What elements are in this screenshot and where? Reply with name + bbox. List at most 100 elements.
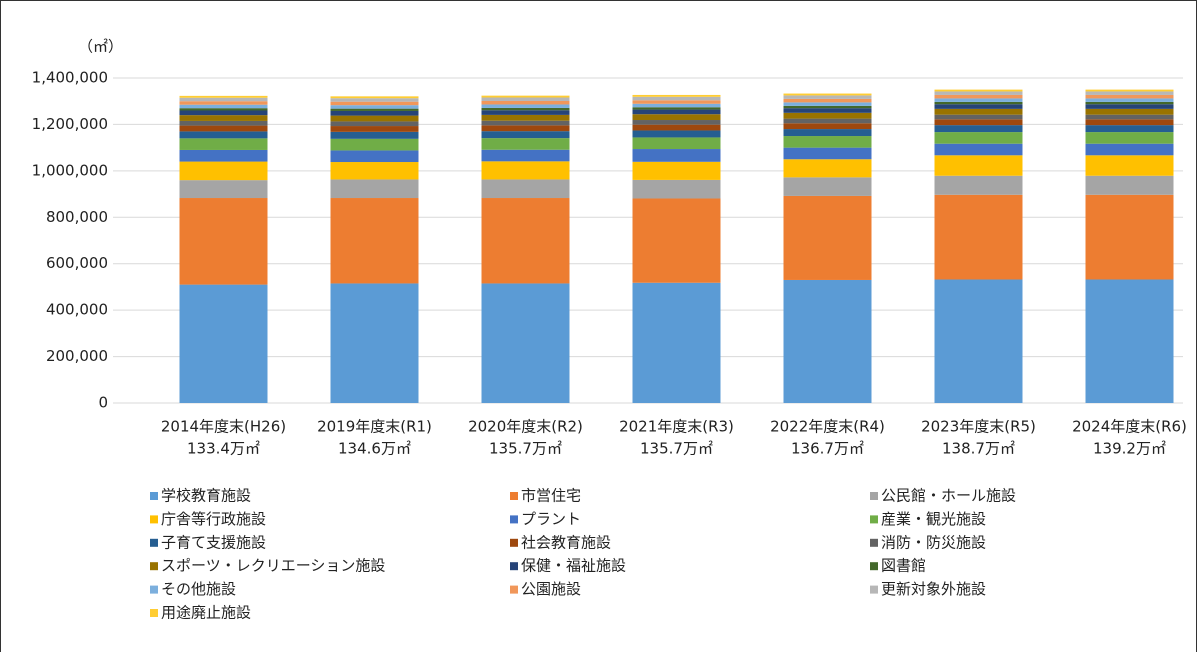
x-tick-label: 135.7万㎡	[640, 440, 713, 458]
bar-segment	[481, 114, 570, 121]
legend-swatch	[150, 585, 158, 594]
y-tick-label: 1,400,000	[32, 69, 108, 87]
legend-label: 保健・福祉施設	[521, 557, 626, 575]
legend-label: 産業・観光施設	[881, 510, 986, 528]
legend-label: その他施設	[161, 580, 236, 598]
bar-segment	[179, 95, 268, 98]
bar-segment	[179, 110, 268, 116]
bar-segment	[783, 177, 872, 196]
bar-segment	[783, 195, 872, 280]
y-tick-label: 400,000	[46, 301, 108, 319]
bar-segment	[632, 94, 721, 97]
bar-segment	[179, 180, 268, 199]
x-tick-label: 136.7万㎡	[791, 440, 864, 458]
bar-segment	[330, 115, 419, 122]
bar-segment	[330, 131, 419, 139]
legend-swatch	[510, 538, 518, 547]
x-tick-label: 139.2万㎡	[1093, 440, 1166, 458]
x-tick-label: 134.6万㎡	[338, 440, 411, 458]
bar-segment	[632, 124, 721, 131]
bar-segment	[179, 108, 268, 111]
bar-segment	[481, 138, 570, 150]
x-tick-label: 2020年度末(R2)	[468, 418, 583, 436]
bar-segment	[481, 110, 570, 115]
bar-segment	[783, 159, 872, 178]
y-tick-label: 0	[98, 394, 108, 412]
bar-segment	[179, 284, 268, 403]
bar-segment	[934, 119, 1023, 126]
bar-segment	[179, 101, 268, 105]
legend-swatch	[870, 492, 878, 500]
bar-segment	[179, 161, 268, 181]
y-unit: （㎡）	[78, 38, 123, 56]
legend-swatch	[150, 609, 158, 617]
bar-segment	[330, 138, 419, 151]
x-tick-label: 138.7万㎡	[942, 440, 1015, 458]
bar-segment	[1085, 98, 1174, 102]
bar-segment	[481, 131, 570, 139]
bar-segment	[632, 107, 721, 110]
legend-swatch	[870, 515, 878, 524]
bar-segment	[783, 279, 872, 403]
legend-swatch	[150, 562, 158, 571]
bar-segment	[934, 155, 1023, 176]
x-tick-label: 133.4万㎡	[187, 440, 260, 458]
bar-segment	[179, 138, 268, 150]
legend-label: プラント	[521, 510, 581, 528]
bar-segment	[330, 101, 419, 106]
bar-segment	[934, 132, 1023, 144]
bar-segment	[481, 149, 570, 162]
bar-segment	[330, 179, 419, 199]
bar-segment	[1085, 119, 1174, 126]
legend-label: 公民館・ホール施設	[881, 487, 1016, 505]
bar-segment	[1085, 125, 1174, 133]
legend-label: 更新対象外施設	[881, 580, 986, 598]
bar-segment	[330, 105, 419, 109]
bar-segment	[1085, 91, 1174, 95]
bar-segment	[481, 198, 570, 284]
bar-segment	[934, 175, 1023, 195]
bar-segment	[783, 129, 872, 137]
y-tick-label: 200,000	[46, 347, 108, 365]
legend-swatch	[870, 562, 878, 571]
bar-segment	[632, 100, 721, 104]
bar-segment	[330, 283, 419, 403]
bar-segment	[481, 161, 570, 180]
bar-segment	[783, 105, 872, 109]
x-tick-label: 2014年度末(H26)	[161, 418, 286, 436]
legend-label: 公園施設	[521, 580, 581, 598]
bar-segment	[179, 120, 268, 126]
bar-segment	[330, 162, 419, 180]
bar-segment	[179, 115, 268, 121]
bar-segment	[783, 147, 872, 160]
bar-segment	[934, 94, 1023, 99]
bar-segment	[481, 104, 570, 108]
bar-segment	[1085, 101, 1174, 105]
bar-segment	[632, 130, 721, 138]
bar-segment	[330, 96, 419, 99]
bar-segment	[783, 136, 872, 148]
bar-segment	[179, 149, 268, 162]
legend-label: スポーツ・レクリエーション施設	[161, 557, 385, 575]
bar-segment	[330, 150, 419, 163]
legend-label: 図書館	[881, 557, 926, 575]
x-tick-label: 2019年度末(R1)	[317, 418, 432, 436]
bar-segment	[481, 95, 570, 98]
bar-segment	[783, 98, 872, 103]
bar-segment	[632, 179, 721, 199]
legend-swatch	[150, 538, 158, 547]
y-tick-label: 800,000	[46, 208, 108, 226]
bar-segment	[1085, 175, 1174, 195]
bar-segment	[783, 112, 872, 119]
bar-segment	[481, 283, 570, 403]
bar-segment	[1085, 89, 1174, 92]
x-tick-label: 2022年度末(R4)	[770, 418, 885, 436]
bar-segment	[783, 118, 872, 124]
legend-label: 子育て支援施設	[161, 533, 266, 551]
bar-segment	[179, 97, 268, 102]
bar-segment	[481, 179, 570, 199]
bar-segment	[1085, 114, 1174, 120]
bar-segment	[783, 95, 872, 99]
